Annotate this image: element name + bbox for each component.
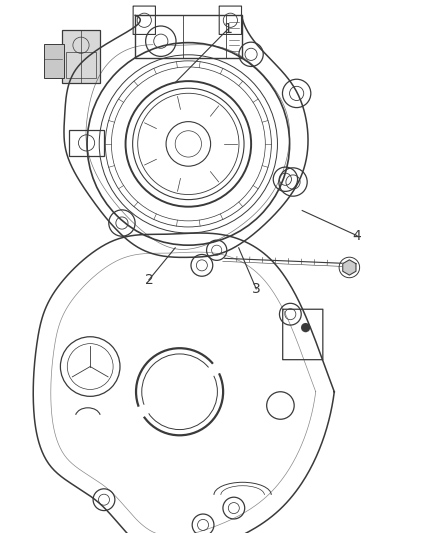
- Text: 1: 1: [223, 22, 232, 36]
- Circle shape: [301, 323, 310, 332]
- Text: 3: 3: [252, 282, 261, 296]
- Bar: [66, 52, 96, 78]
- Bar: [62, 30, 100, 83]
- Text: 2: 2: [145, 273, 153, 287]
- Bar: [69, 130, 104, 156]
- Text: 4: 4: [353, 229, 361, 243]
- Bar: [43, 44, 64, 78]
- Polygon shape: [343, 260, 356, 275]
- Bar: [135, 15, 241, 58]
